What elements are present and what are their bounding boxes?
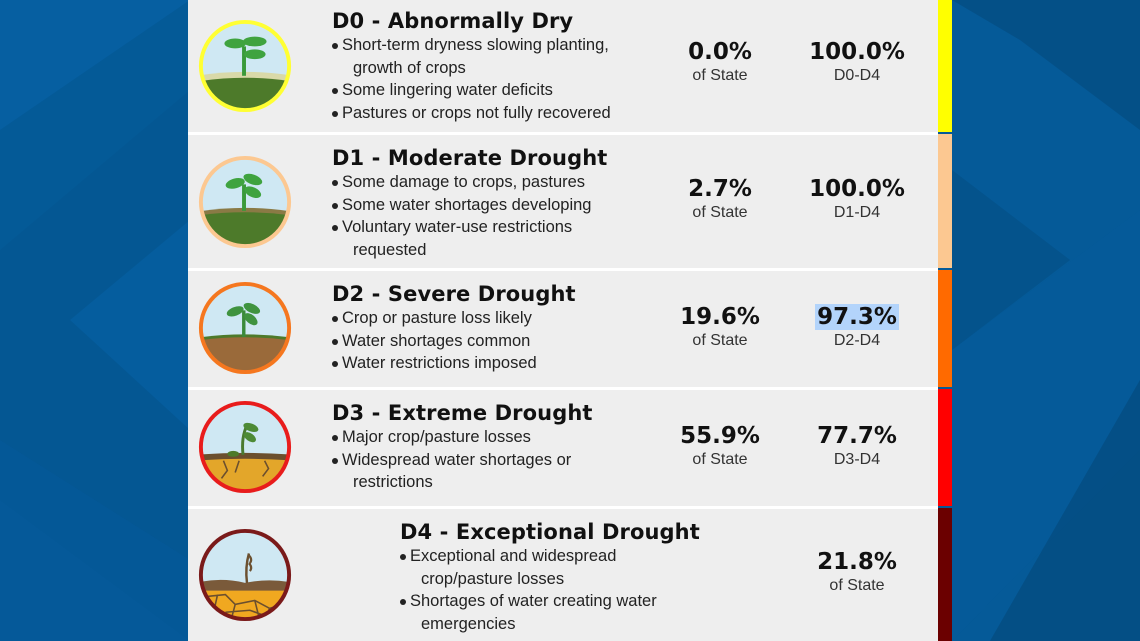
impact-list: Exceptional and widespread crop/pasture l… <box>400 545 700 635</box>
color-bar-d0 <box>938 0 952 132</box>
impact-item: Major crop/pasture losses <box>332 426 593 449</box>
percent-of-state: 55.9% of State <box>680 423 760 468</box>
color-bar-d1 <box>938 134 952 268</box>
category-text-d1: D1 - Moderate Drought Some damage to cro… <box>332 145 607 261</box>
color-bar-d3 <box>938 389 952 506</box>
category-row-d1: D1 - Moderate Drought Some damage to cro… <box>188 135 938 268</box>
category-text-d3: D3 - Extreme Drought Major crop/pasture … <box>332 400 593 494</box>
percent-of-state: 21.8% of State <box>817 549 897 594</box>
category-row-d3: D3 - Extreme Drought Major crop/pasture … <box>188 390 938 506</box>
category-text-d2: D2 - Severe Drought Crop or pasture loss… <box>332 281 576 375</box>
percent-of-state: 19.6% of State <box>680 304 760 349</box>
cumulative-percent: 100.0% D1-D4 <box>809 176 905 221</box>
cumulative-percent: 100.0% D0-D4 <box>809 39 905 84</box>
impact-item: Water shortages common <box>332 330 576 353</box>
impact-item: Voluntary water-use restrictions requeste… <box>332 216 607 261</box>
selected-text-highlight[interactable]: 97.3% <box>815 304 899 330</box>
category-title: D1 - Moderate Drought <box>332 146 608 170</box>
drought-legend-panel: D0 - Abnormally Dry Short-term dryness s… <box>188 0 938 641</box>
impact-list: Some damage to crops, pastures Some wate… <box>332 171 607 261</box>
impact-item: Shortages of water creating water emergen… <box>400 590 700 635</box>
percent-of-state: 0.0% of State <box>688 39 752 84</box>
wilting-plant-cracked-soil-icon <box>198 400 292 494</box>
impact-list: Major crop/pasture losses Widespread wat… <box>332 426 593 494</box>
category-title: D4 - Exceptional Drought <box>400 520 700 544</box>
category-row-d2: D2 - Severe Drought Crop or pasture loss… <box>188 271 938 387</box>
color-bar-d2 <box>938 270 952 387</box>
dead-plant-parched-soil-icon <box>198 528 292 622</box>
color-bar-d4 <box>938 508 952 641</box>
category-row-d0: D0 - Abnormally Dry Short-term dryness s… <box>188 0 938 132</box>
impact-item: Exceptional and widespread crop/pasture l… <box>400 545 700 590</box>
impact-item: Some water shortages developing <box>332 194 607 217</box>
percent-of-state: 2.7% of State <box>688 176 752 221</box>
impact-list: Short-term dryness slowing planting, grow… <box>332 34 611 124</box>
category-title: D2 - Severe Drought <box>332 282 576 306</box>
seedling-healthy-icon <box>198 19 292 113</box>
impact-list: Crop or pasture loss likely Water shorta… <box>332 307 576 375</box>
seedling-icon <box>198 155 292 249</box>
impact-item: Short-term dryness slowing planting, grow… <box>332 34 611 79</box>
category-title: D0 - Abnormally Dry <box>332 9 574 33</box>
category-row-d4: D4 - Exceptional Drought Exceptional and… <box>188 509 938 641</box>
impact-item: Water restrictions imposed <box>332 352 576 375</box>
impact-item: Some lingering water deficits <box>332 79 611 102</box>
impact-item: Crop or pasture loss likely <box>332 307 576 330</box>
category-text-d4: D4 - Exceptional Drought Exceptional and… <box>400 519 700 635</box>
impact-item: Pastures or crops not fully recovered <box>332 102 611 125</box>
impact-item: Widespread water shortages or restriction… <box>332 449 593 494</box>
category-title: D3 - Extreme Drought <box>332 401 593 425</box>
seedling-dry-soil-icon <box>198 281 292 375</box>
category-text-d0: D0 - Abnormally Dry Short-term dryness s… <box>332 8 611 124</box>
impact-item: Some damage to crops, pastures <box>332 171 607 194</box>
cumulative-percent[interactable]: 97.3% D2-D4 <box>815 304 899 349</box>
cumulative-percent: 77.7% D3-D4 <box>817 423 897 468</box>
